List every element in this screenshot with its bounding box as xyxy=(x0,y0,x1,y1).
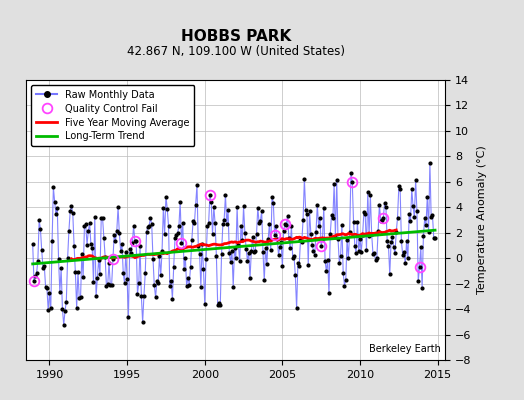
Text: Berkeley Earth: Berkeley Earth xyxy=(369,344,441,354)
Y-axis label: Temperature Anomaly (°C): Temperature Anomaly (°C) xyxy=(477,146,487,294)
Legend: Raw Monthly Data, Quality Control Fail, Five Year Moving Average, Long-Term Tren: Raw Monthly Data, Quality Control Fail, … xyxy=(31,85,194,146)
Text: HOBBS PARK: HOBBS PARK xyxy=(181,29,291,44)
Title: 42.867 N, 109.100 W (United States): 42.867 N, 109.100 W (United States) xyxy=(127,45,345,58)
